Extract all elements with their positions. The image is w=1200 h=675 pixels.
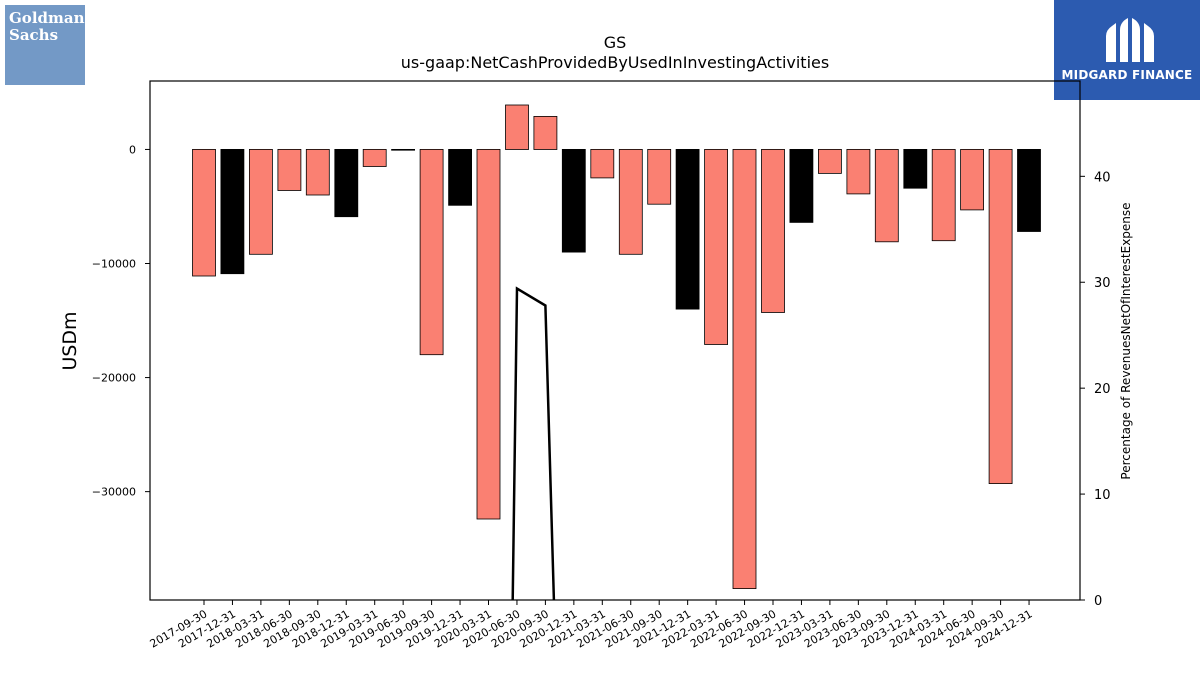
y2-axis-label: Percentage of RevenuesNetOfInterestExpen… bbox=[1119, 202, 1133, 479]
bar-2020-12-31 bbox=[561, 148, 586, 253]
bar-2023-12-31 bbox=[903, 148, 928, 189]
bar-2024-06-30 bbox=[960, 148, 984, 211]
ratio-line bbox=[511, 286, 556, 601]
bar-2021-03-31 bbox=[590, 148, 615, 179]
bar-2022-06-30 bbox=[732, 148, 757, 590]
midgard-logo-icon bbox=[1106, 18, 1154, 62]
bar-2023-03-31 bbox=[818, 148, 842, 174]
y2-tick-label: 30 bbox=[1094, 276, 1111, 291]
y2-tick-label: 0 bbox=[1094, 594, 1102, 609]
bar-2018-03-31 bbox=[248, 148, 273, 255]
y2-tick-label: 10 bbox=[1094, 488, 1111, 503]
bar-2019-12-31 bbox=[448, 148, 473, 206]
midgard-logo-text: MIDGARD FINANCE bbox=[1061, 68, 1193, 82]
logo-text-line1: Goldman bbox=[9, 9, 85, 27]
bar-2023-09-30 bbox=[874, 148, 899, 243]
bar-2017-12-31 bbox=[220, 148, 245, 275]
y-tick-label: 0 bbox=[129, 143, 136, 156]
goldman-sachs-logo: Goldman Sachs bbox=[5, 5, 85, 85]
bar-2021-06-30 bbox=[618, 148, 643, 255]
y2-tick-label: 20 bbox=[1094, 382, 1111, 397]
bar-2021-12-31 bbox=[675, 148, 700, 310]
y2-tick-label: 40 bbox=[1094, 170, 1111, 185]
bar-2019-03-31 bbox=[362, 148, 387, 167]
midgard-finance-logo: MIDGARD FINANCE bbox=[1054, 0, 1200, 100]
bar-2020-06-30 bbox=[505, 104, 529, 150]
y-tick-label: −10000 bbox=[92, 258, 136, 271]
chart-title: GS bbox=[604, 33, 627, 52]
bar-2017-09-30 bbox=[192, 148, 216, 277]
bar-2022-12-31 bbox=[789, 148, 814, 223]
y-axis-label: USDm bbox=[59, 311, 81, 370]
bar-2018-12-31 bbox=[334, 148, 359, 218]
bar-2024-09-30 bbox=[988, 148, 1013, 485]
bar-2019-06-30 bbox=[391, 148, 416, 151]
y-tick-label: −20000 bbox=[92, 372, 136, 385]
bar-2021-09-30 bbox=[647, 148, 672, 205]
plot-frame bbox=[149, 80, 1081, 601]
chart-subtitle: us-gaap:NetCashProvidedByUsedInInvesting… bbox=[401, 53, 829, 72]
bar-2020-03-31 bbox=[476, 148, 501, 520]
bar-2019-09-30 bbox=[419, 148, 444, 356]
bar-2022-03-31 bbox=[704, 148, 728, 345]
logo-text-line2: Sachs bbox=[9, 26, 59, 44]
ratio-line-series bbox=[511, 286, 556, 601]
bar-2023-06-30 bbox=[846, 148, 871, 195]
bar-2022-09-30 bbox=[761, 148, 785, 313]
bar-2018-09-30 bbox=[305, 148, 330, 196]
bar-2024-03-31 bbox=[931, 148, 956, 242]
bar-series bbox=[192, 104, 1041, 590]
y-tick-label: −30000 bbox=[92, 486, 136, 499]
bar-2018-06-30 bbox=[277, 148, 302, 191]
bar-2020-09-30 bbox=[533, 116, 558, 150]
bar-2024-12-31 bbox=[1017, 148, 1041, 232]
